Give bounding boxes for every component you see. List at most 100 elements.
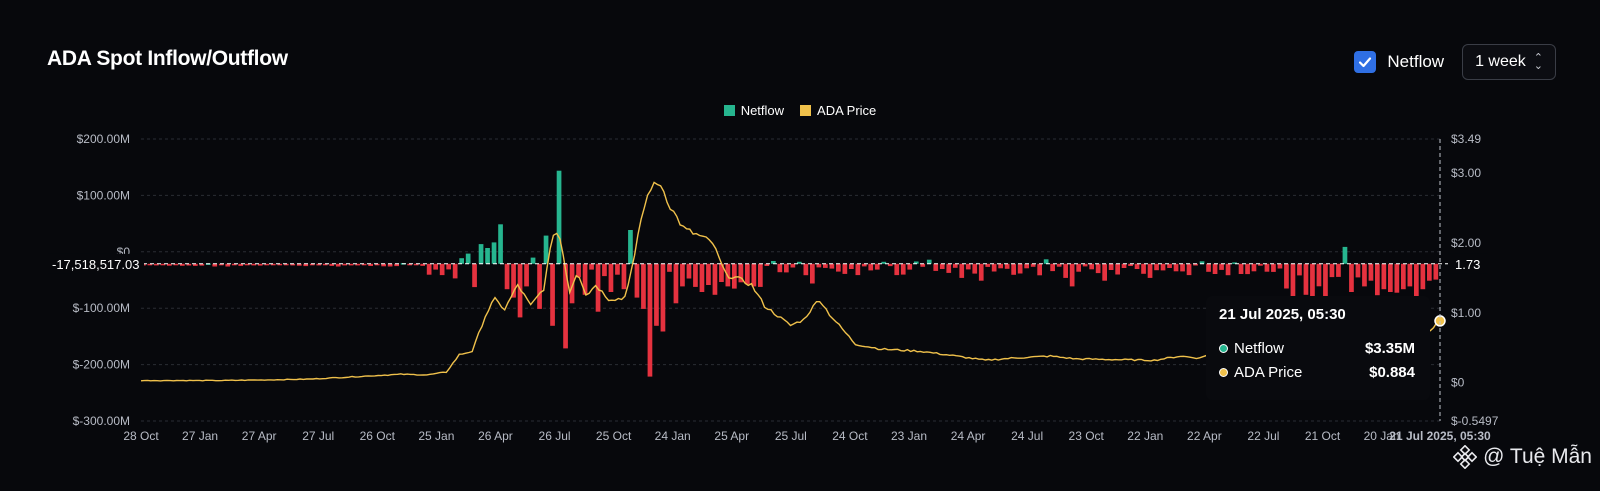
netflow-bar [985, 263, 991, 267]
netflow-bar [361, 263, 367, 266]
x-tick-label: 25 Apr [714, 429, 749, 443]
watermark-text: @ Tuệ Mẫn [1483, 445, 1592, 468]
netflow-bar [167, 263, 172, 266]
netflow-bar [719, 263, 724, 282]
legend-item-ada-price[interactable]: ADA Price [800, 103, 876, 118]
netflow-bar [1167, 263, 1172, 268]
netflow-bar [861, 263, 867, 267]
netflow-bar [270, 263, 276, 266]
netflow-bar [900, 263, 906, 275]
netflow-bar [1024, 263, 1029, 269]
y-right-tick-label: $2.00 [1451, 236, 1481, 250]
netflow-bar [1427, 263, 1432, 281]
netflow-bar [556, 170, 562, 264]
netflow-bar [446, 263, 451, 270]
netflow-bar [1284, 263, 1289, 289]
netflow-bar [816, 263, 822, 268]
tooltip-title: 21 Jul 2025, 05:30 [1219, 306, 1346, 323]
netflow-bar [303, 263, 309, 267]
x-tick-label: 21 Oct [1305, 429, 1341, 443]
netflow-bar [1004, 263, 1010, 269]
netflow-bar [543, 235, 549, 264]
netflow-bar [1134, 263, 1140, 269]
netflow-bar [738, 263, 744, 283]
y-right-tick-label: $3.00 [1451, 166, 1481, 180]
netflow-bar [374, 263, 380, 266]
netflow-bar [654, 263, 659, 326]
netflow-bar [855, 263, 861, 276]
netflow-bar [1225, 263, 1231, 276]
netflow-bar [530, 257, 536, 264]
netflow-bar [1219, 263, 1224, 270]
x-tick-label: 27 Apr [242, 429, 277, 443]
tooltip-row-ada-price: ADA Price $0.884 [1219, 364, 1415, 381]
x-tick-label: 25 Jul [775, 429, 807, 443]
netflow-bar [413, 263, 419, 266]
crosshair-right-label-bg [1448, 253, 1488, 274]
binance-diamond-icon [1453, 445, 1478, 469]
y-right-tick-label: $0 [1451, 376, 1465, 390]
netflow-bar [660, 263, 666, 332]
y-left-tick-label: $-300.00M [73, 414, 130, 428]
x-tick-label: 26 Jul [539, 429, 571, 443]
netflow-toggle-label[interactable]: Netflow [1387, 52, 1445, 71]
netflow-bar [1030, 263, 1036, 267]
netflow-checkbox[interactable] [1354, 51, 1377, 73]
netflow-bar [959, 263, 965, 278]
netflow-bar [348, 263, 354, 266]
x-tick-label: 28 Oct [123, 429, 159, 443]
x-tick-label: 21 Jul 2025, 05:30 [1389, 429, 1491, 443]
netflow-bar [1336, 263, 1341, 277]
netflow-bar [758, 263, 763, 287]
netflow-bar [1394, 263, 1400, 293]
netflow-bar [485, 248, 490, 264]
x-tick-label: 22 Apr [1187, 429, 1222, 443]
netflow-bar [1349, 263, 1354, 292]
netflow-bar [673, 263, 679, 304]
netflow-bar [1089, 263, 1094, 270]
netflow-bar [1316, 263, 1322, 287]
netflow-bar [264, 263, 270, 266]
netflow-bar [1050, 263, 1055, 272]
netflow-bar [1355, 263, 1361, 278]
netflow-bar [504, 263, 510, 290]
netflow-bar [465, 253, 471, 264]
netflow-bar [595, 263, 601, 312]
netflow-bar [797, 261, 802, 264]
netflow-bar [1297, 263, 1302, 276]
netflow-bar [231, 263, 237, 266]
netflow-bar [296, 263, 302, 266]
netflow-bar [608, 263, 614, 292]
netflow-bar [907, 263, 913, 270]
netflow-bar [777, 263, 783, 273]
netflow-bar [1069, 263, 1075, 287]
netflow-bar [667, 263, 672, 272]
x-tick-label: 22 Jan [1127, 429, 1163, 443]
period-select[interactable]: 1 week ⌃ ⌄ [1462, 44, 1556, 80]
netflow-bar [1102, 263, 1107, 281]
netflow-bar [706, 263, 711, 285]
netflow-bar [926, 259, 932, 264]
netflow-bar [1329, 263, 1335, 278]
netflow-bar [342, 263, 347, 266]
netflow-bar [634, 263, 640, 298]
netflow-bar [933, 263, 939, 271]
netflow-bar [277, 263, 283, 266]
netflow-bar [810, 263, 815, 284]
legend-item-netflow[interactable]: Netflow [723, 103, 785, 118]
legend-label-netflow: Netflow [740, 103, 785, 118]
netflow-bar [1310, 263, 1315, 298]
netflow-bar [160, 263, 166, 266]
x-tick-label: 26 Oct [360, 429, 396, 443]
netflow-bar [368, 263, 373, 266]
netflow-bar [322, 263, 328, 266]
x-tick-label: 20 Jan [1364, 429, 1400, 443]
netflow-bar [1063, 263, 1068, 278]
netflow-bar [180, 263, 185, 266]
netflow-bar [842, 263, 848, 274]
y-left-tick-label: $-200.00M [73, 358, 130, 372]
netflow-bar [751, 263, 757, 287]
x-tick-label: 24 Oct [832, 429, 868, 443]
netflow-bar [186, 263, 192, 266]
